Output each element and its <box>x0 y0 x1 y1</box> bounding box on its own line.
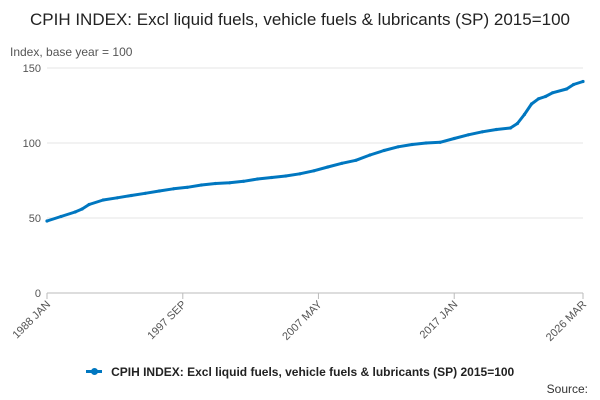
data-point[interactable] <box>529 102 534 106</box>
x-tick-label: 2007 MAY <box>280 298 325 343</box>
y-tick-label: 50 <box>29 213 41 225</box>
data-point[interactable] <box>382 148 386 153</box>
data-point[interactable] <box>213 181 218 186</box>
y-tick-label: 100 <box>23 138 41 150</box>
data-point[interactable] <box>256 177 260 181</box>
chart-title: CPIH INDEX: Excl liquid fuels, vehicle f… <box>30 10 570 29</box>
x-tick-label: 1997 SEP <box>145 299 189 343</box>
y-axis-unit-label: Index, base year = 100 <box>10 45 133 59</box>
data-point[interactable] <box>157 189 161 193</box>
data-point[interactable] <box>515 121 520 126</box>
y-tick-label: 150 <box>23 63 41 75</box>
data-point[interactable] <box>550 91 555 95</box>
data-point[interactable] <box>115 196 119 200</box>
data-point[interactable] <box>129 193 133 198</box>
x-tick-label: 1988 JAN <box>10 299 53 342</box>
data-point[interactable] <box>494 127 498 132</box>
legend-line-marker-icon <box>85 368 102 376</box>
series-layer <box>45 79 585 223</box>
y-tick-label: 0 <box>35 288 41 300</box>
data-point[interactable] <box>536 97 541 101</box>
data-point[interactable] <box>312 169 316 173</box>
data-point[interactable] <box>368 153 372 157</box>
data-point[interactable] <box>410 142 414 147</box>
legend-label: CPIH INDEX: Excl liquid fuels, vehicle f… <box>111 365 515 379</box>
data-point[interactable] <box>522 112 527 117</box>
data-point[interactable] <box>354 158 358 162</box>
data-point[interactable] <box>543 94 548 99</box>
data-point[interactable] <box>452 136 456 141</box>
x-tick-label: 2017 JAN <box>418 299 461 342</box>
series-line[interactable] <box>45 80 585 223</box>
source-label: Source: <box>546 382 588 396</box>
data-point[interactable] <box>59 214 63 219</box>
axes <box>46 292 584 299</box>
data-point[interactable] <box>326 165 330 169</box>
data-point[interactable] <box>340 161 344 165</box>
data-point[interactable] <box>199 183 204 187</box>
data-point[interactable] <box>73 210 77 214</box>
data-point[interactable] <box>228 181 232 185</box>
data-point[interactable] <box>396 145 400 149</box>
data-point[interactable] <box>424 141 428 145</box>
data-point[interactable] <box>242 179 246 183</box>
data-point[interactable] <box>572 82 576 87</box>
legend[interactable]: CPIH INDEX: Excl liquid fuels, vehicle f… <box>0 365 600 379</box>
data-point[interactable] <box>45 219 49 223</box>
data-point[interactable] <box>581 79 585 84</box>
data-point[interactable] <box>466 133 470 137</box>
data-point[interactable] <box>143 191 147 195</box>
data-point[interactable] <box>80 207 84 211</box>
data-point[interactable] <box>508 126 512 130</box>
data-point[interactable] <box>101 198 105 202</box>
data-point[interactable] <box>298 172 302 176</box>
data-point[interactable] <box>185 185 189 189</box>
data-point[interactable] <box>480 130 484 134</box>
data-point[interactable] <box>565 87 569 91</box>
data-point[interactable] <box>171 187 175 191</box>
data-point[interactable] <box>284 174 288 178</box>
data-point[interactable] <box>270 175 274 180</box>
data-point[interactable] <box>87 202 91 207</box>
data-point[interactable] <box>438 140 442 144</box>
x-tick-label: 2026 MAR <box>544 299 589 344</box>
grid-lines <box>47 67 583 219</box>
